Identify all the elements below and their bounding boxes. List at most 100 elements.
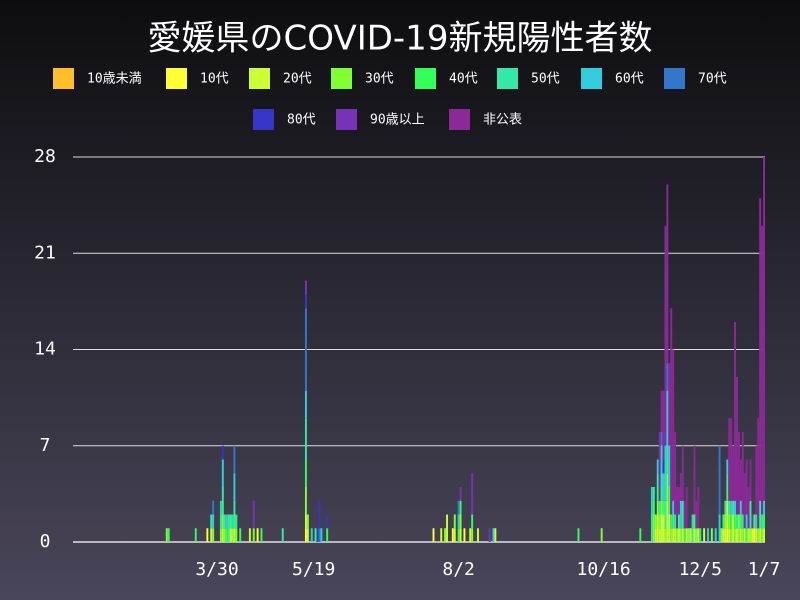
bar-segment bbox=[662, 500, 665, 515]
bar-segment bbox=[726, 487, 729, 501]
bar-segment bbox=[759, 198, 762, 501]
bar-segment bbox=[681, 445, 684, 501]
bar-segment bbox=[459, 514, 462, 529]
bar-segment bbox=[654, 514, 657, 529]
bar-segment bbox=[656, 514, 659, 542]
bar-segment bbox=[304, 390, 307, 419]
bar-segment bbox=[223, 514, 226, 529]
bar-segment bbox=[656, 500, 659, 515]
bar-segment bbox=[674, 432, 677, 515]
bar-segment bbox=[459, 528, 462, 542]
x-tick-label: 5/19 bbox=[292, 559, 335, 580]
bar-segment bbox=[451, 528, 454, 542]
x-tick-label: 12/5 bbox=[679, 559, 722, 580]
bar-segment bbox=[471, 528, 474, 542]
bar-segment bbox=[248, 528, 251, 542]
bar-segment bbox=[739, 500, 742, 515]
bar-segment bbox=[656, 473, 659, 487]
bar-segment bbox=[668, 445, 671, 487]
bar-segment bbox=[751, 528, 754, 542]
bar-segment bbox=[741, 528, 744, 542]
bar-segment bbox=[660, 432, 663, 446]
bar-segment bbox=[666, 473, 669, 501]
bar-segment bbox=[457, 528, 460, 542]
bar-segment bbox=[662, 473, 665, 501]
legend-label: 70代 bbox=[698, 72, 727, 87]
bar-segment bbox=[660, 473, 663, 487]
bar-segment bbox=[710, 528, 713, 542]
bar-segment bbox=[320, 528, 323, 542]
bar-segment bbox=[459, 487, 462, 501]
bar-segment bbox=[672, 349, 675, 501]
bar-segment bbox=[726, 473, 729, 487]
bar-segment bbox=[763, 157, 765, 501]
legend-swatch bbox=[331, 68, 352, 89]
bar-segment bbox=[471, 473, 474, 515]
bar-segment bbox=[724, 514, 727, 529]
bar-segment bbox=[239, 528, 242, 542]
bar-segment bbox=[666, 390, 669, 446]
bar-segment bbox=[732, 500, 735, 515]
bar-segment bbox=[660, 500, 663, 515]
bar-segment bbox=[231, 528, 234, 542]
bar-segment bbox=[304, 514, 307, 529]
bar-segment bbox=[674, 514, 677, 529]
bar-segment bbox=[730, 418, 733, 501]
bar-segment bbox=[697, 487, 700, 529]
bar-segment bbox=[763, 528, 765, 542]
bar-segment bbox=[656, 487, 659, 501]
bar-segment bbox=[736, 514, 738, 529]
bar-segment bbox=[660, 390, 663, 432]
bar-segment bbox=[714, 528, 717, 542]
bar-segment bbox=[755, 514, 758, 529]
bar-segment bbox=[732, 514, 735, 542]
bar-segment bbox=[194, 528, 197, 542]
y-tick-label: 28 bbox=[34, 146, 56, 167]
bar-segment bbox=[691, 528, 694, 542]
chart-title: 愛媛県のCOVID-19新規陽性者数 bbox=[148, 19, 653, 59]
bar-segment bbox=[693, 445, 696, 515]
bar-segment bbox=[668, 487, 671, 515]
bar-segment bbox=[453, 528, 456, 542]
bar-segment bbox=[670, 528, 673, 542]
bar-segment bbox=[235, 528, 238, 542]
bar-segment bbox=[687, 528, 690, 542]
bar-segment bbox=[668, 514, 671, 542]
bar-segment bbox=[739, 514, 742, 529]
bar-segment bbox=[759, 514, 762, 529]
bar-segment bbox=[210, 528, 213, 542]
bar-segment bbox=[488, 528, 491, 542]
bar-segment bbox=[728, 500, 731, 515]
bar-segment bbox=[446, 514, 449, 542]
bar-segment bbox=[652, 487, 655, 501]
bar-segment bbox=[453, 514, 456, 529]
bar-segment bbox=[229, 528, 232, 542]
bar-segment bbox=[737, 432, 740, 515]
bar-segment bbox=[664, 528, 667, 542]
legend-label: 80代 bbox=[287, 113, 316, 128]
legend-swatch bbox=[449, 109, 470, 130]
legend-swatch bbox=[664, 68, 685, 89]
bar-segment bbox=[745, 528, 748, 542]
bar-segment bbox=[252, 528, 255, 542]
bar-segment bbox=[741, 514, 744, 529]
bar-segment bbox=[757, 418, 760, 529]
bar-segment bbox=[741, 432, 744, 515]
bar-segment bbox=[231, 514, 234, 529]
bar-segment bbox=[666, 445, 669, 460]
bar-segment bbox=[206, 528, 209, 542]
bar-segment bbox=[722, 514, 725, 529]
bar-segment bbox=[281, 528, 284, 542]
bar-segment bbox=[304, 487, 307, 515]
bar-segment bbox=[660, 514, 663, 542]
bar-segment bbox=[463, 528, 466, 542]
bar-segment bbox=[652, 500, 655, 515]
bar-segment bbox=[652, 514, 655, 542]
bar-segment bbox=[739, 528, 742, 542]
legend-label: 50代 bbox=[531, 72, 560, 87]
bar-segment bbox=[662, 390, 665, 460]
bar-segment bbox=[734, 514, 737, 529]
bar-segment bbox=[666, 459, 669, 474]
bar-segment bbox=[221, 459, 224, 487]
